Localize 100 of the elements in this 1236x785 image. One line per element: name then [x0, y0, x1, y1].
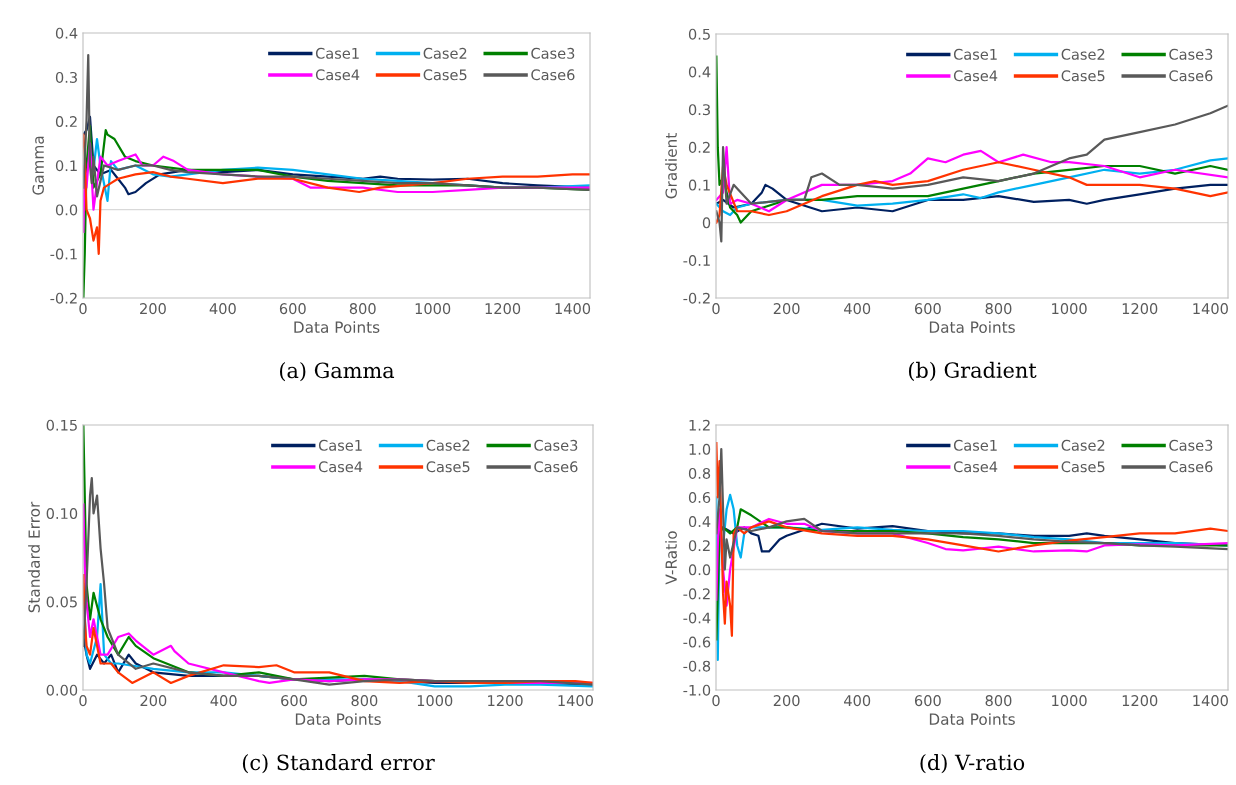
- x-tick-label: 800: [351, 695, 378, 707]
- x-axis-title: Data Points: [929, 321, 1015, 333]
- legend-label: Case3: [534, 439, 578, 451]
- y-tick-label: 0.2: [688, 540, 710, 552]
- y-tick-label: 0.10: [46, 508, 78, 520]
- line-series: [716, 161, 1228, 224]
- x-tick-label: 1200: [1122, 695, 1158, 707]
- legend-label: Case3: [1169, 439, 1213, 451]
- legend-label: Case5: [423, 69, 467, 81]
- y-tick-label: 1.0: [689, 443, 711, 455]
- y-tick-label: -0.1: [683, 255, 710, 267]
- y-tick-label: -1.0: [683, 684, 711, 696]
- legend-label: Case4: [953, 461, 998, 473]
- y-axis-title: Gamma: [32, 136, 44, 195]
- x-tick-label: 0: [79, 695, 87, 707]
- legend-label: Case2: [423, 47, 467, 59]
- legend-label: Case2: [1061, 48, 1105, 60]
- y-tick-label: -0.6: [683, 636, 711, 648]
- y-tick-label: 0.15: [46, 419, 77, 431]
- y-tick-label: -0.2: [50, 292, 77, 304]
- y-tick-label: 0.3: [55, 71, 77, 83]
- line-series: [716, 146, 1228, 213]
- text: (a) Gamma: [280, 362, 395, 382]
- y-tick-label: -0.1: [50, 248, 77, 260]
- x-tick-label: 800: [349, 303, 376, 315]
- text: (c) Standard error: [242, 754, 435, 774]
- legend-label: Case4: [315, 69, 360, 81]
- x-tick-label: 200: [773, 303, 800, 315]
- legend-label: Case6: [1169, 70, 1213, 82]
- y-tick-label: 0.05: [46, 596, 77, 608]
- text: (b) Gradient: [908, 361, 1037, 381]
- line-series: [83, 133, 590, 255]
- x-tick-label: 400: [209, 303, 236, 315]
- y-tick-label: -0.2: [683, 588, 710, 600]
- legend-label: Case3: [531, 47, 575, 59]
- y-tick-label: 0.4: [688, 66, 711, 78]
- x-tick-label: 1000: [1052, 695, 1087, 707]
- legend-label: Case3: [1169, 48, 1213, 60]
- y-tick-label: 0.0: [688, 564, 711, 576]
- x-tick-label: 1400: [558, 695, 593, 707]
- legend-label: Case1: [318, 439, 362, 451]
- x-tick-label: 1400: [1193, 695, 1228, 707]
- y-tick-label: -0.4: [683, 612, 711, 624]
- y-tick-label: 0.8: [688, 467, 711, 479]
- x-tick-label: 1400: [555, 303, 591, 315]
- x-tick-label: 1200: [1122, 303, 1158, 315]
- legend-label: Case6: [1169, 461, 1213, 473]
- legend-label: Case6: [531, 69, 575, 81]
- y-tick-label: 0.2: [688, 141, 710, 153]
- legend-label: Case5: [1061, 461, 1105, 473]
- x-axis-title: Data Points: [929, 713, 1015, 725]
- x-tick-label: 800: [985, 303, 1012, 315]
- y-tick-label: 0: [702, 217, 711, 229]
- x-tick-label: 1200: [485, 303, 521, 315]
- y-tick-label: 0.1: [55, 160, 77, 172]
- x-tick-label: 1000: [1052, 303, 1087, 315]
- y-tick-label: 0.0: [55, 204, 78, 216]
- x-tick-label: 400: [844, 303, 871, 315]
- legend-label: Case1: [953, 48, 997, 60]
- y-tick-label: 0.1: [688, 179, 710, 191]
- legend-label: Case2: [426, 439, 470, 451]
- legend-label: Case1: [315, 47, 359, 59]
- x-tick-label: 400: [210, 695, 237, 707]
- y-tick-label: 0.4: [55, 27, 78, 39]
- text: (d) V-ratio: [920, 754, 1025, 774]
- legend-label: Case5: [426, 461, 470, 473]
- y-axis-title: V-Ratio: [665, 531, 677, 585]
- legend-label: Case5: [1061, 70, 1105, 82]
- y-axis-title: Gradient: [665, 133, 677, 199]
- legend-label: Case2: [1061, 439, 1105, 451]
- x-tick-label: 200: [140, 303, 166, 315]
- y-tick-label: 0.6: [688, 491, 711, 504]
- x-tick-label: 1400: [1193, 303, 1228, 315]
- x-tick-label: 800: [985, 695, 1012, 707]
- line-series: [716, 183, 1228, 213]
- legend-label: Case1: [953, 439, 997, 451]
- x-tick-label: 600: [914, 695, 941, 707]
- legend-label: Case6: [534, 461, 578, 473]
- x-tick-label: 0: [79, 303, 87, 315]
- y-tick-label: 0.00: [46, 684, 78, 696]
- x-tick-label: 600: [279, 303, 306, 315]
- x-tick-label: 200: [773, 695, 800, 707]
- x-tick-label: 1000: [417, 695, 453, 707]
- legend-label: Case4: [953, 70, 998, 82]
- x-tick-label: 600: [281, 695, 307, 707]
- x-axis-title: Data Points: [295, 713, 381, 725]
- y-tick-label: 0.4: [688, 516, 711, 528]
- y-tick-label: -0.2: [683, 292, 710, 304]
- x-tick-label: 0: [712, 695, 720, 707]
- x-tick-label: 0: [712, 303, 720, 315]
- y-axis-title: Standard Error: [28, 501, 40, 613]
- x-axis-title: Data Points: [294, 321, 380, 333]
- x-tick-label: 1200: [488, 695, 523, 707]
- y-tick-label: 1.2: [689, 419, 710, 431]
- y-tick-label: 0.3: [688, 104, 710, 116]
- x-tick-label: 200: [140, 695, 167, 707]
- x-tick-label: 400: [844, 695, 871, 707]
- y-tick-label: -0.8: [683, 660, 711, 672]
- x-tick-label: 1000: [415, 303, 451, 315]
- y-tick-label: 0.2: [55, 116, 77, 128]
